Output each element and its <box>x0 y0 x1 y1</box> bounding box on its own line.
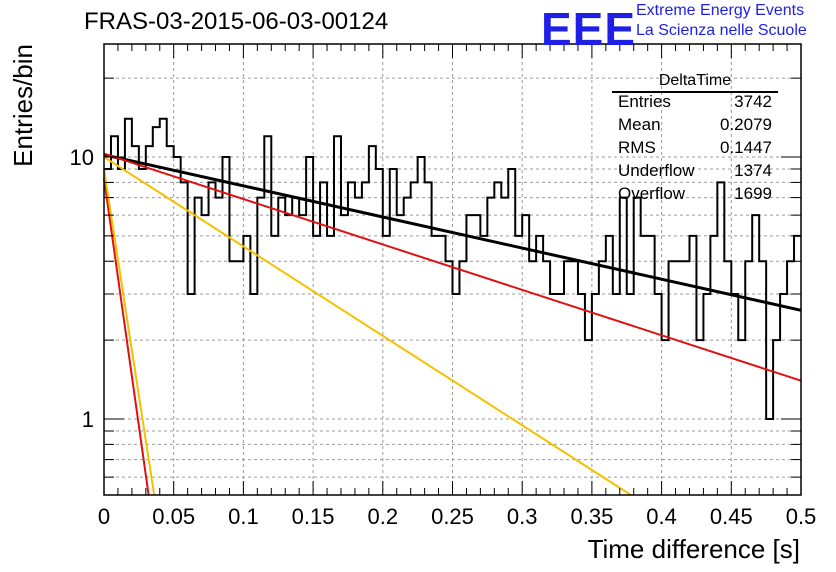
fit-line-5 <box>103 168 156 496</box>
stats-value: 0.2079 <box>720 115 772 134</box>
stats-box-title: DeltaTime <box>658 72 732 89</box>
y-axis-label: Entries/bin <box>8 44 38 167</box>
stats-label: Mean <box>618 115 661 134</box>
x-tick-label: 0.05 <box>152 504 195 529</box>
stats-value: 1374 <box>734 161 772 180</box>
histogram <box>104 117 801 420</box>
x-tick-label: 0.4 <box>646 504 677 529</box>
fit-line-3 <box>103 156 632 496</box>
fit-lines <box>103 152 802 496</box>
y-tick-labels: 1 10 <box>70 145 94 432</box>
stats-value: 3742 <box>734 92 772 111</box>
x-tick-label: 0.5 <box>786 504 817 529</box>
x-tick-label: 0.35 <box>570 504 613 529</box>
x-tick-labels: 0 0.05 0.1 0.15 0.2 0.25 0.3 0.35 0.4 0.45 0.5 <box>98 504 816 529</box>
histogram-bins <box>104 117 801 420</box>
y-tick-label: 10 <box>70 145 94 170</box>
x-tick-label: 0 <box>98 504 110 529</box>
eee-logo: EEE <box>541 3 637 55</box>
fit-line-1 <box>103 153 802 312</box>
x-axis-label: Time difference [s] <box>588 534 800 564</box>
x-tick-label: 0.25 <box>431 504 474 529</box>
x-tick-label: 0.2 <box>368 504 399 529</box>
x-tick-label: 0.3 <box>507 504 538 529</box>
fit-line-2 <box>103 152 802 382</box>
x-tick-label: 0.1 <box>228 504 259 529</box>
chart-title: FRAS-03-2015-06-03-00124 <box>84 8 389 35</box>
stats-box-divider <box>612 91 778 93</box>
stats-label: Underflow <box>618 161 695 180</box>
stats-label: Overflow <box>618 184 686 203</box>
y-tick-label: 1 <box>82 407 94 432</box>
eee-logo-line2: La Scienza nelle Scuole <box>636 22 807 39</box>
stats-label: RMS <box>618 138 656 157</box>
axis-ticks <box>103 44 802 495</box>
stats-value: 1699 <box>734 184 772 203</box>
fit-line-4 <box>103 178 150 496</box>
stats-label: Entries <box>618 92 671 111</box>
x-tick-label: 0.45 <box>710 504 753 529</box>
x-tick-label: 0.15 <box>292 504 335 529</box>
stats-value: 0.1447 <box>720 138 772 157</box>
eee-logo-line1: Extreme Energy Events <box>636 2 805 19</box>
